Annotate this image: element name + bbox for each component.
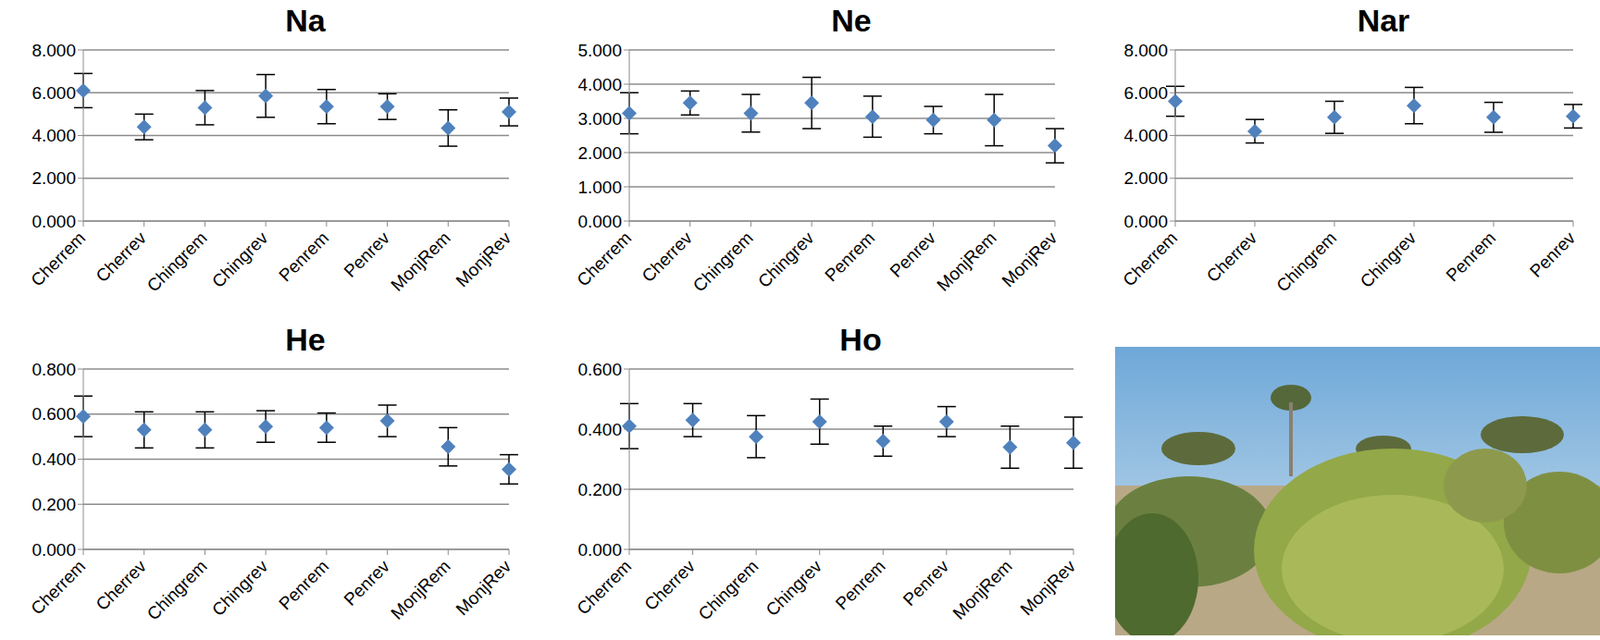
svg-text:Chingrev: Chingrev [754, 227, 819, 292]
svg-text:Chingrem: Chingrem [1272, 228, 1340, 297]
html-text:Nar: Nar [1357, 2, 1410, 38]
svg-text:0.000: 0.000 [1123, 211, 1168, 232]
svg-text:Chingrem: Chingrem [143, 228, 211, 297]
svg-text:4.000: 4.000 [577, 74, 622, 95]
svg-text:MonjRev: MonjRev [452, 556, 516, 620]
svg-text:Cherrem: Cherrem [26, 557, 89, 620]
html-text:Ho: Ho [839, 322, 882, 358]
svg-text:Cherrev: Cherrev [91, 227, 150, 286]
svg-text:Chingrem: Chingrem [143, 557, 211, 625]
svg-text:0.800: 0.800 [31, 359, 76, 380]
svg-text:MonjRev: MonjRev [1017, 556, 1080, 620]
svg-text:0.600: 0.600 [577, 359, 622, 380]
svg-text:Chingrem: Chingrem [689, 228, 757, 297]
svg-text:1.000: 1.000 [577, 177, 622, 198]
svg-text:MonjRem: MonjRem [386, 228, 454, 296]
svg-text:Chingrev: Chingrev [208, 227, 273, 292]
svg-text:2.000: 2.000 [1123, 168, 1168, 188]
svg-text:MonjRem: MonjRem [948, 557, 1016, 624]
svg-text:Cherrev: Cherrev [640, 556, 699, 615]
svg-text:Chingrev: Chingrev [1356, 227, 1421, 292]
html-text:Na: Na [285, 2, 326, 38]
svg-text:0.200: 0.200 [31, 495, 76, 515]
svg-text:2.000: 2.000 [577, 143, 622, 163]
svg-text:3.000: 3.000 [577, 109, 622, 129]
svg-text:Cherrev: Cherrev [91, 556, 150, 615]
svg-text:Penrev: Penrev [340, 227, 395, 282]
svg-text:8.000: 8.000 [1123, 40, 1168, 61]
svg-text:0.000: 0.000 [31, 211, 76, 232]
svg-text:0.600: 0.600 [31, 404, 76, 424]
svg-text:Penrev: Penrev [340, 556, 395, 610]
svg-text:Chingrev: Chingrev [761, 556, 826, 621]
svg-text:0.000: 0.000 [31, 540, 76, 560]
svg-text:MonjRev: MonjRev [452, 227, 516, 291]
svg-text:Cherrem: Cherrem [572, 228, 635, 291]
svg-text:8.000: 8.000 [31, 40, 76, 61]
svg-text:Cherrem: Cherrem [26, 228, 89, 291]
svg-text:Penrev: Penrev [886, 227, 941, 282]
svg-text:Cherrem: Cherrem [1118, 228, 1181, 291]
svg-text:Cherrev: Cherrev [637, 227, 696, 286]
svg-text:MonjRem: MonjRem [386, 557, 454, 624]
svg-text:Cherrev: Cherrev [1203, 227, 1262, 286]
svg-text:0.000: 0.000 [577, 540, 622, 560]
svg-text:6.000: 6.000 [31, 83, 76, 103]
svg-text:Penrem: Penrem [1441, 228, 1500, 286]
svg-text:MonjRev: MonjRev [998, 227, 1062, 291]
svg-text:0.200: 0.200 [577, 480, 622, 500]
svg-text:2.000: 2.000 [31, 168, 76, 188]
svg-text:5.000: 5.000 [577, 40, 622, 61]
svg-text:Penrev: Penrev [1525, 227, 1580, 282]
svg-text:Penrem: Penrem [820, 228, 879, 286]
svg-text:Penrem: Penrem [274, 228, 333, 286]
svg-text:0.400: 0.400 [577, 420, 622, 440]
svg-text:MonjRem: MonjRem [932, 228, 1000, 296]
svg-text:Penrem: Penrem [831, 557, 890, 615]
svg-text:Penrem: Penrem [274, 557, 333, 615]
html-text:Ne: Ne [831, 2, 872, 38]
svg-text:Penrev: Penrev [899, 556, 954, 610]
svg-text:Cherrem: Cherrem [572, 557, 635, 620]
html-text:He: He [285, 322, 326, 358]
svg-text:6.000: 6.000 [1123, 83, 1168, 103]
svg-text:Chingrev: Chingrev [208, 556, 273, 621]
svg-text:0.400: 0.400 [31, 449, 76, 470]
svg-text:4.000: 4.000 [1123, 125, 1168, 146]
svg-text:0.000: 0.000 [577, 211, 622, 232]
svg-text:Chingrem: Chingrem [694, 557, 762, 625]
svg-text:4.000: 4.000 [31, 125, 76, 146]
